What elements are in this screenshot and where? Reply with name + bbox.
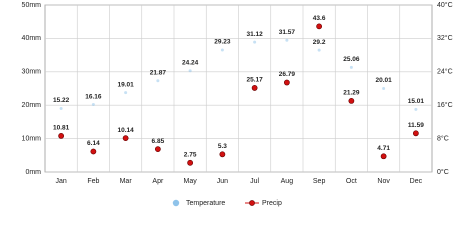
data-label: 24.24: [182, 60, 199, 67]
x-tick-label: Oct: [346, 178, 357, 185]
data-label: 19.01: [117, 81, 134, 88]
precip-point: [154, 146, 161, 153]
chart: 0mm 10mm 20mm 30mm 40mm 50mm 0°C 8°C 16°C 24°C 32°…: [22, 1, 453, 207]
data-label: 25.06: [343, 56, 360, 63]
data-label: 2.75: [184, 152, 197, 159]
precip-point: [90, 148, 97, 155]
y-tick-label: 40mm: [22, 35, 42, 42]
precip-point: [58, 132, 65, 139]
legend-marker: [249, 200, 255, 206]
legend-label: Temperature: [186, 200, 225, 207]
y2-tick-label: 8°C: [437, 134, 449, 142]
data-label: 21.29: [343, 90, 360, 97]
data-label: 6.85: [152, 138, 165, 145]
legend-label: Precip: [262, 200, 282, 207]
data-label: 21.87: [150, 69, 167, 76]
data-label: 10.81: [53, 125, 70, 132]
temperature-point: [253, 40, 257, 44]
x-tick-label: Jun: [217, 178, 228, 185]
precip-point: [219, 151, 226, 158]
data-label: 31.12: [246, 31, 263, 38]
temperature-point: [156, 79, 160, 83]
temperature-point: [124, 91, 128, 95]
temperature-point: [382, 86, 386, 90]
data-label: 20.01: [375, 77, 392, 84]
temperature-point: [91, 103, 95, 107]
precip-point: [251, 85, 258, 91]
x-tick-label: Jan: [55, 178, 66, 185]
y2-tick-label: 0°C: [437, 168, 449, 176]
y2-tick-label: 16°C: [437, 101, 453, 109]
data-label: 4.71: [377, 145, 390, 152]
temperature-point: [188, 69, 192, 73]
x-tick-label: Dec: [410, 178, 423, 185]
y-tick-label: 0mm: [25, 169, 41, 176]
data-label: 16.16: [85, 93, 102, 100]
data-label: 25.17: [246, 77, 263, 84]
y2-tick-label: 24°C: [437, 68, 453, 76]
data-label: 31.57: [279, 29, 296, 36]
x-tick-label: Apr: [152, 178, 164, 185]
data-label: 6.14: [87, 140, 100, 147]
data-label: 5.3: [218, 143, 227, 150]
temperature-point: [414, 107, 418, 111]
precip-point: [348, 97, 355, 104]
precip-point: [412, 130, 419, 137]
legend-marker: [172, 199, 180, 207]
temperature-point: [59, 106, 63, 110]
x-tick-label: May: [184, 178, 198, 185]
data-label: 29.2: [313, 39, 326, 46]
x-tick-label: Sep: [313, 178, 326, 185]
precip-point: [187, 159, 194, 166]
data-label: 43.6: [313, 15, 326, 22]
data-label: 29.23: [214, 39, 231, 46]
data-label: 10.14: [117, 127, 134, 134]
temperature-point: [285, 38, 289, 42]
precip-point: [380, 153, 387, 160]
x-tick-label: Feb: [87, 178, 99, 185]
x-tick-label: Jul: [250, 178, 259, 185]
y-tick-label: 30mm: [22, 69, 42, 76]
y2-tick-label: 32°C: [437, 34, 453, 42]
precip-point: [283, 79, 290, 86]
y-tick-label: 50mm: [22, 2, 42, 9]
temperature-point: [349, 65, 353, 69]
y-tick-label: 10mm: [22, 135, 42, 142]
precip-point: [122, 135, 129, 142]
y2-tick-label: 40°C: [437, 1, 453, 9]
data-label: 11.59: [408, 122, 424, 129]
data-label: 15.22: [53, 97, 70, 104]
y-tick-label: 20mm: [22, 102, 42, 109]
temperature-point: [317, 48, 321, 52]
temperature-point: [220, 48, 224, 52]
data-label: 15.01: [408, 98, 425, 105]
x-tick-label: Nov: [377, 178, 390, 185]
precip-point: [316, 23, 323, 30]
data-label: 26.79: [279, 71, 296, 78]
x-tick-label: Mar: [120, 178, 133, 185]
x-tick-label: Aug: [281, 178, 294, 185]
